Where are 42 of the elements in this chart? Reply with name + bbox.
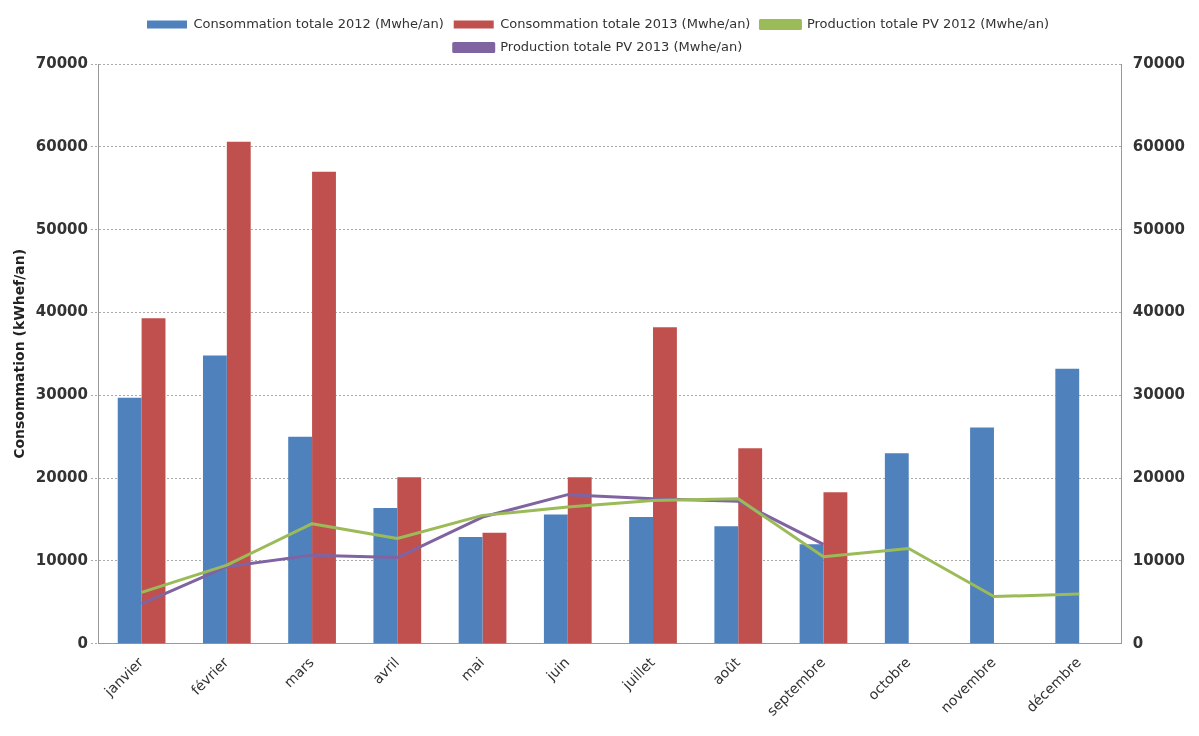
bar [141,318,166,644]
y2-tick-label: 60000 [1132,136,1185,155]
bar [970,427,994,644]
bar [884,453,909,644]
y-tick-label: 60000 [35,136,88,155]
bar [117,397,142,644]
y-tick-label: 30000 [35,385,88,404]
y-tick-label: 20000 [35,468,88,486]
legend-label: Production totale PV 2012 (Mwhe/an) [806,15,1049,31]
bar [312,171,336,644]
y2-tick-label: 30000 [1132,385,1185,404]
bar [202,355,227,644]
y-tick-label: 0 [77,633,88,652]
bar [738,448,763,644]
legend-label: Consommation totale 2013 (Mwhe/an) [500,15,751,31]
y-tick-label: 10000 [35,550,88,569]
y-tick-label: 50000 [35,219,88,238]
bar [288,436,313,644]
y2-tick-label: 20000 [1132,468,1185,486]
bar [373,507,398,644]
bar [714,526,739,644]
y2-tick-label: 10000 [1132,550,1185,569]
bar [629,517,654,644]
bar [458,536,483,644]
y2-tick-label: 70000 [1132,53,1185,72]
bar [823,492,848,644]
bar [482,532,507,644]
bar [1055,368,1080,644]
y-tick-label: 40000 [35,302,88,321]
y-tick-label: 70000 [35,53,88,72]
bar [799,544,824,644]
bar [226,141,251,644]
bar [543,514,568,644]
legend-label: Consommation totale 2012 (Mwhe/an) [193,15,444,31]
y2-tick-label: 0 [1132,633,1144,652]
legend-label: Production totale PV 2013 (Mwhe/an) [500,38,743,54]
y2-tick-label: 40000 [1132,302,1185,321]
y2-tick-label: 50000 [1132,219,1185,238]
bar [653,327,677,644]
y-axis-title: Consommation (kWhef/an) [11,248,28,459]
bar [567,477,592,644]
bar [397,477,422,644]
